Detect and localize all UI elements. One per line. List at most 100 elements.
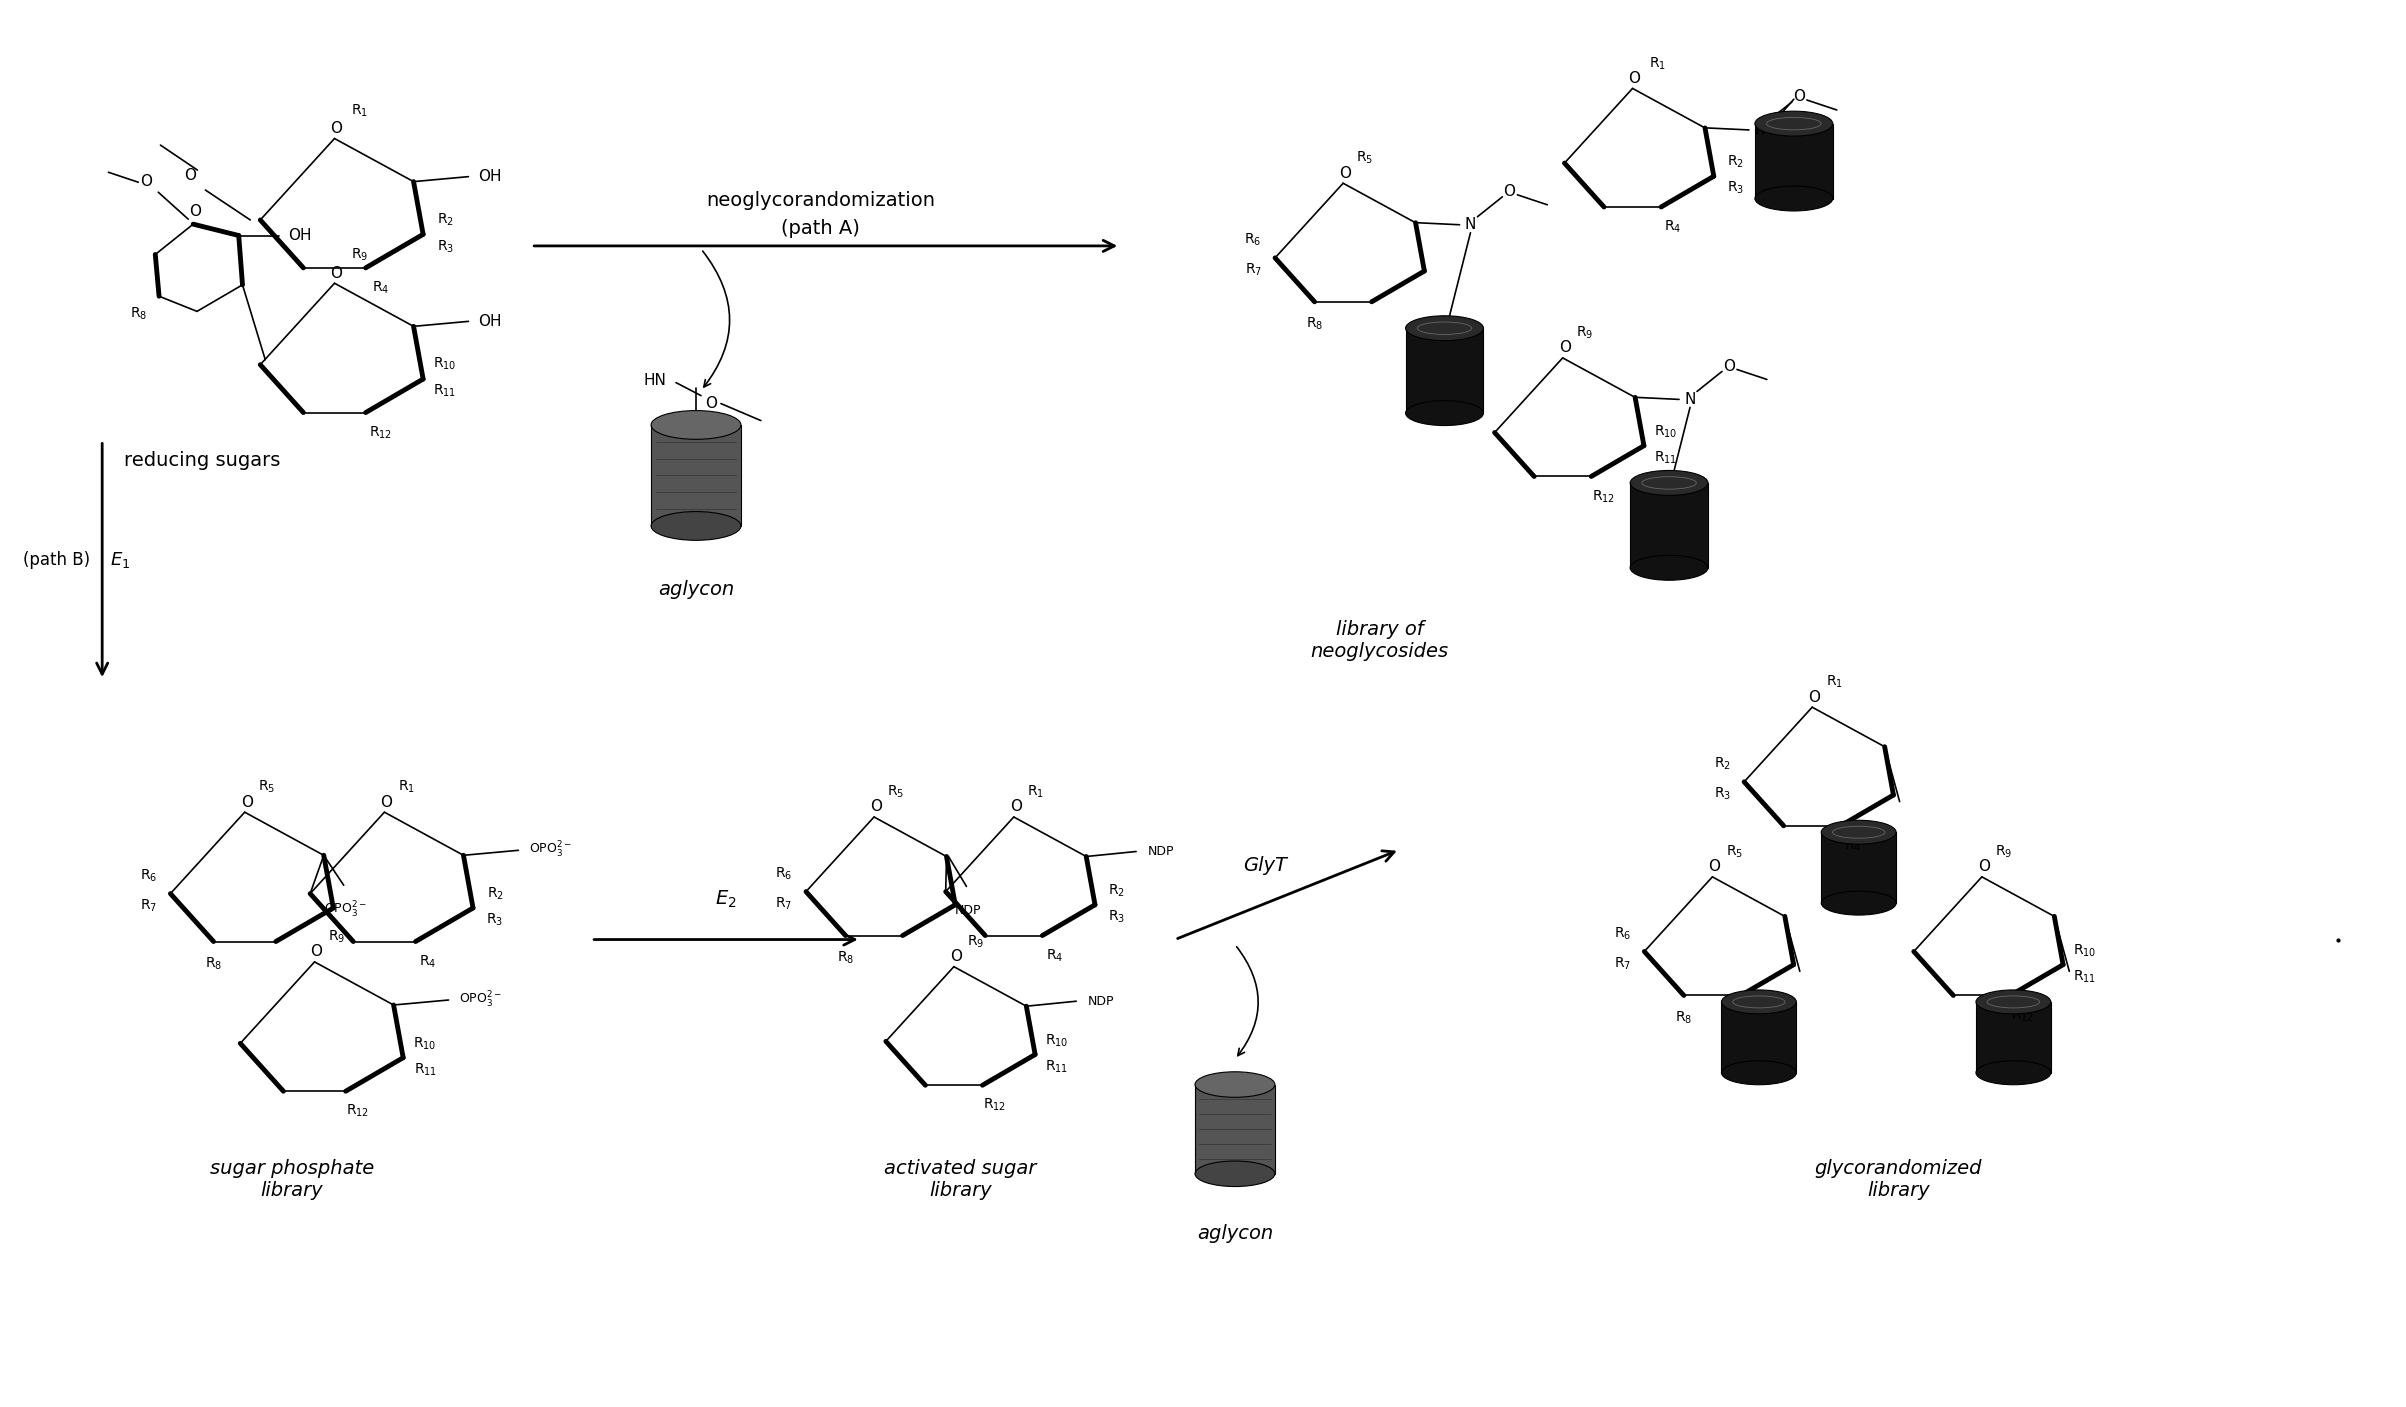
- Ellipse shape: [1720, 991, 1797, 1014]
- Text: O: O: [1978, 860, 1990, 874]
- Text: O: O: [1340, 166, 1352, 180]
- Text: N: N: [1754, 122, 1766, 138]
- Text: glycorandomized
library: glycorandomized library: [1814, 1159, 1983, 1200]
- Text: O: O: [1809, 689, 1821, 705]
- Text: R$_{3}$: R$_{3}$: [1728, 180, 1744, 197]
- Text: R$_{7}$: R$_{7}$: [1244, 262, 1261, 279]
- Polygon shape: [1196, 1085, 1275, 1173]
- Text: O: O: [140, 173, 152, 189]
- Text: OPO$_3^{2-}$: OPO$_3^{2-}$: [325, 900, 368, 920]
- Text: O: O: [190, 204, 202, 218]
- Text: R$_{3}$: R$_{3}$: [486, 912, 503, 929]
- Text: R$_{11}$: R$_{11}$: [1655, 449, 1677, 466]
- Text: R$_{11}$: R$_{11}$: [433, 383, 457, 400]
- Ellipse shape: [1821, 820, 1896, 844]
- Text: R$_{12}$: R$_{12}$: [346, 1103, 368, 1120]
- Text: R$_{11}$: R$_{11}$: [414, 1061, 438, 1078]
- Polygon shape: [1720, 1002, 1797, 1072]
- Text: O: O: [241, 795, 253, 809]
- Ellipse shape: [1631, 470, 1708, 495]
- Text: reducing sugars: reducing sugars: [123, 452, 279, 470]
- Text: R$_{1}$: R$_{1}$: [397, 779, 414, 795]
- Text: R$_{8}$: R$_{8}$: [837, 950, 854, 965]
- Text: NDP: NDP: [1148, 846, 1174, 858]
- Text: R$_{6}$: R$_{6}$: [1244, 232, 1261, 248]
- Text: OH: OH: [289, 228, 313, 243]
- Text: (path B): (path B): [24, 552, 89, 570]
- Polygon shape: [1631, 483, 1708, 568]
- Ellipse shape: [1975, 1061, 2050, 1085]
- Ellipse shape: [1754, 111, 1833, 136]
- Text: R$_{2}$: R$_{2}$: [1713, 756, 1730, 772]
- Text: O: O: [380, 795, 392, 809]
- Text: R$_{9}$: R$_{9}$: [351, 248, 368, 263]
- Text: R$_{3}$: R$_{3}$: [1713, 785, 1730, 802]
- Text: R$_{12}$: R$_{12}$: [2011, 1007, 2033, 1023]
- Text: R$_{10}$: R$_{10}$: [1655, 424, 1677, 440]
- Text: GlyT: GlyT: [1244, 855, 1287, 875]
- Text: O: O: [1723, 359, 1735, 374]
- Ellipse shape: [1821, 891, 1896, 915]
- Text: R$_{6}$: R$_{6}$: [140, 868, 156, 884]
- Text: O: O: [1559, 340, 1571, 356]
- Text: R$_{1}$: R$_{1}$: [1648, 55, 1665, 72]
- Text: R$_{10}$: R$_{10}$: [2074, 943, 2096, 960]
- Text: R$_{11}$: R$_{11}$: [2074, 968, 2096, 985]
- Ellipse shape: [1631, 556, 1708, 580]
- Text: R$_{8}$: R$_{8}$: [1675, 1009, 1691, 1026]
- Text: R$_{1}$: R$_{1}$: [1826, 674, 1843, 691]
- Text: R$_{4}$: R$_{4}$: [373, 280, 390, 295]
- Text: O: O: [1504, 184, 1516, 200]
- Text: NDP: NDP: [1088, 995, 1114, 1007]
- Text: O: O: [1011, 799, 1023, 815]
- Polygon shape: [1754, 124, 1833, 198]
- Text: O: O: [950, 950, 962, 964]
- Text: R$_{6}$: R$_{6}$: [775, 865, 792, 882]
- Ellipse shape: [652, 411, 741, 439]
- Text: OPO$_3^{2-}$: OPO$_3^{2-}$: [529, 840, 573, 860]
- Text: R$_{3}$: R$_{3}$: [1109, 909, 1126, 924]
- Text: R$_{1}$: R$_{1}$: [1027, 784, 1044, 801]
- Text: R$_{10}$: R$_{10}$: [414, 1036, 438, 1052]
- Ellipse shape: [652, 512, 741, 540]
- Text: E$_2$: E$_2$: [715, 888, 736, 909]
- Text: R$_{7}$: R$_{7}$: [140, 898, 156, 913]
- Text: R$_{5}$: R$_{5}$: [1357, 151, 1374, 166]
- Text: R$_{5}$: R$_{5}$: [257, 779, 274, 795]
- Text: O: O: [1792, 90, 1804, 104]
- Text: aglycon: aglycon: [1196, 1224, 1273, 1242]
- Text: R$_{12}$: R$_{12}$: [1593, 488, 1614, 505]
- Polygon shape: [1821, 833, 1896, 903]
- Ellipse shape: [1405, 315, 1485, 340]
- Text: R$_{9}$: R$_{9}$: [967, 933, 984, 950]
- Text: OPO$_3^{2-}$: OPO$_3^{2-}$: [460, 991, 503, 1010]
- Text: sugar phosphate
library: sugar phosphate library: [209, 1159, 373, 1200]
- Text: R$_{10}$: R$_{10}$: [433, 356, 457, 373]
- Text: O: O: [705, 397, 717, 411]
- Text: O: O: [1708, 860, 1720, 874]
- Text: R$_{9}$: R$_{9}$: [327, 929, 344, 946]
- Text: R$_{4}$: R$_{4}$: [419, 954, 435, 969]
- Text: E$_1$: E$_1$: [111, 550, 130, 570]
- Polygon shape: [1405, 328, 1485, 414]
- Text: aglycon: aglycon: [657, 580, 734, 599]
- Text: R$_{7}$: R$_{7}$: [1614, 955, 1631, 972]
- Text: R$_{2}$: R$_{2}$: [1728, 155, 1744, 170]
- Ellipse shape: [1196, 1072, 1275, 1097]
- Text: O: O: [185, 167, 197, 183]
- Text: R$_{6}$: R$_{6}$: [1614, 926, 1631, 941]
- Text: R$_{2}$: R$_{2}$: [435, 211, 455, 228]
- Text: R$_{12}$: R$_{12}$: [982, 1097, 1006, 1113]
- Ellipse shape: [1196, 1161, 1275, 1186]
- Ellipse shape: [1405, 401, 1485, 425]
- Text: neoglycorandomization: neoglycorandomization: [707, 191, 936, 211]
- Text: OH: OH: [479, 314, 503, 329]
- Polygon shape: [1975, 1002, 2050, 1072]
- Text: R$_{5}$: R$_{5}$: [1725, 844, 1742, 860]
- Text: R$_{2}$: R$_{2}$: [1109, 882, 1126, 899]
- Polygon shape: [652, 425, 741, 526]
- Text: R$_{8}$: R$_{8}$: [130, 305, 147, 322]
- Text: R$_{4}$: R$_{4}$: [1843, 837, 1862, 854]
- Ellipse shape: [1975, 991, 2050, 1014]
- Text: R$_{4}$: R$_{4}$: [1047, 947, 1063, 964]
